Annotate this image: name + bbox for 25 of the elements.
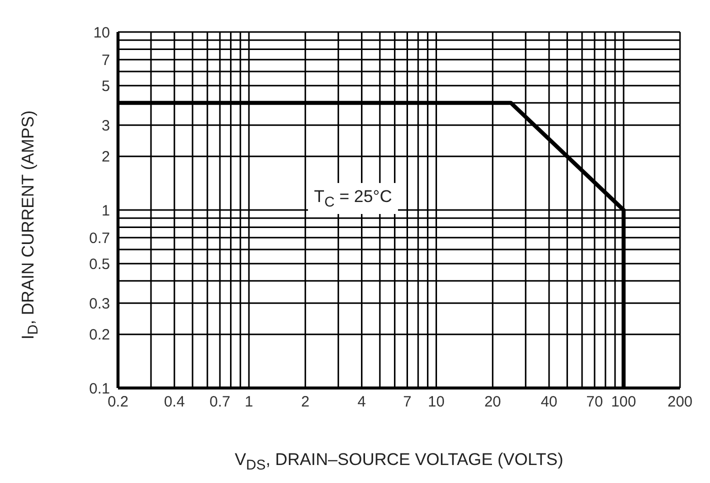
y-tick-label: 0.3 <box>89 295 110 312</box>
y-tick-label: 7 <box>102 52 110 69</box>
y-tick-label: 0.5 <box>89 256 110 273</box>
y-tick-label: 0.2 <box>89 326 110 344</box>
x-tick-label: 2 <box>301 394 310 411</box>
x-tick-label: 0.4 <box>164 394 185 411</box>
x-tick-label: 70 <box>586 394 603 411</box>
x-tick-label: 10 <box>428 394 445 411</box>
x-tick-label: 0.7 <box>209 394 230 411</box>
y-tick-label: 2 <box>102 148 110 166</box>
y-tick-label: 0.1 <box>89 380 110 398</box>
x-axis-title: V$_{DS}$, DRAIN–SOURCE VOLTAGE (VOLTS) <box>234 450 564 474</box>
y-tick-label: 3 <box>102 117 110 134</box>
x-tick-label: 7 <box>403 394 412 411</box>
x-tick-label: 100 <box>611 394 636 411</box>
y-tick-label: 10 <box>93 24 110 42</box>
x-tick-label: 200 <box>667 394 693 411</box>
x-tick-label: 1 <box>244 394 254 411</box>
x-tick-label: 4 <box>358 394 366 411</box>
annotation: T$_{C}$ = 25°C <box>308 183 398 214</box>
y-tick-label: 5 <box>102 78 110 95</box>
y-tick-label: 1 <box>102 202 110 220</box>
x-tick-label: 20 <box>484 394 502 411</box>
y-tick-label: 0.7 <box>89 230 110 247</box>
x-tick-label: 40 <box>540 394 558 411</box>
